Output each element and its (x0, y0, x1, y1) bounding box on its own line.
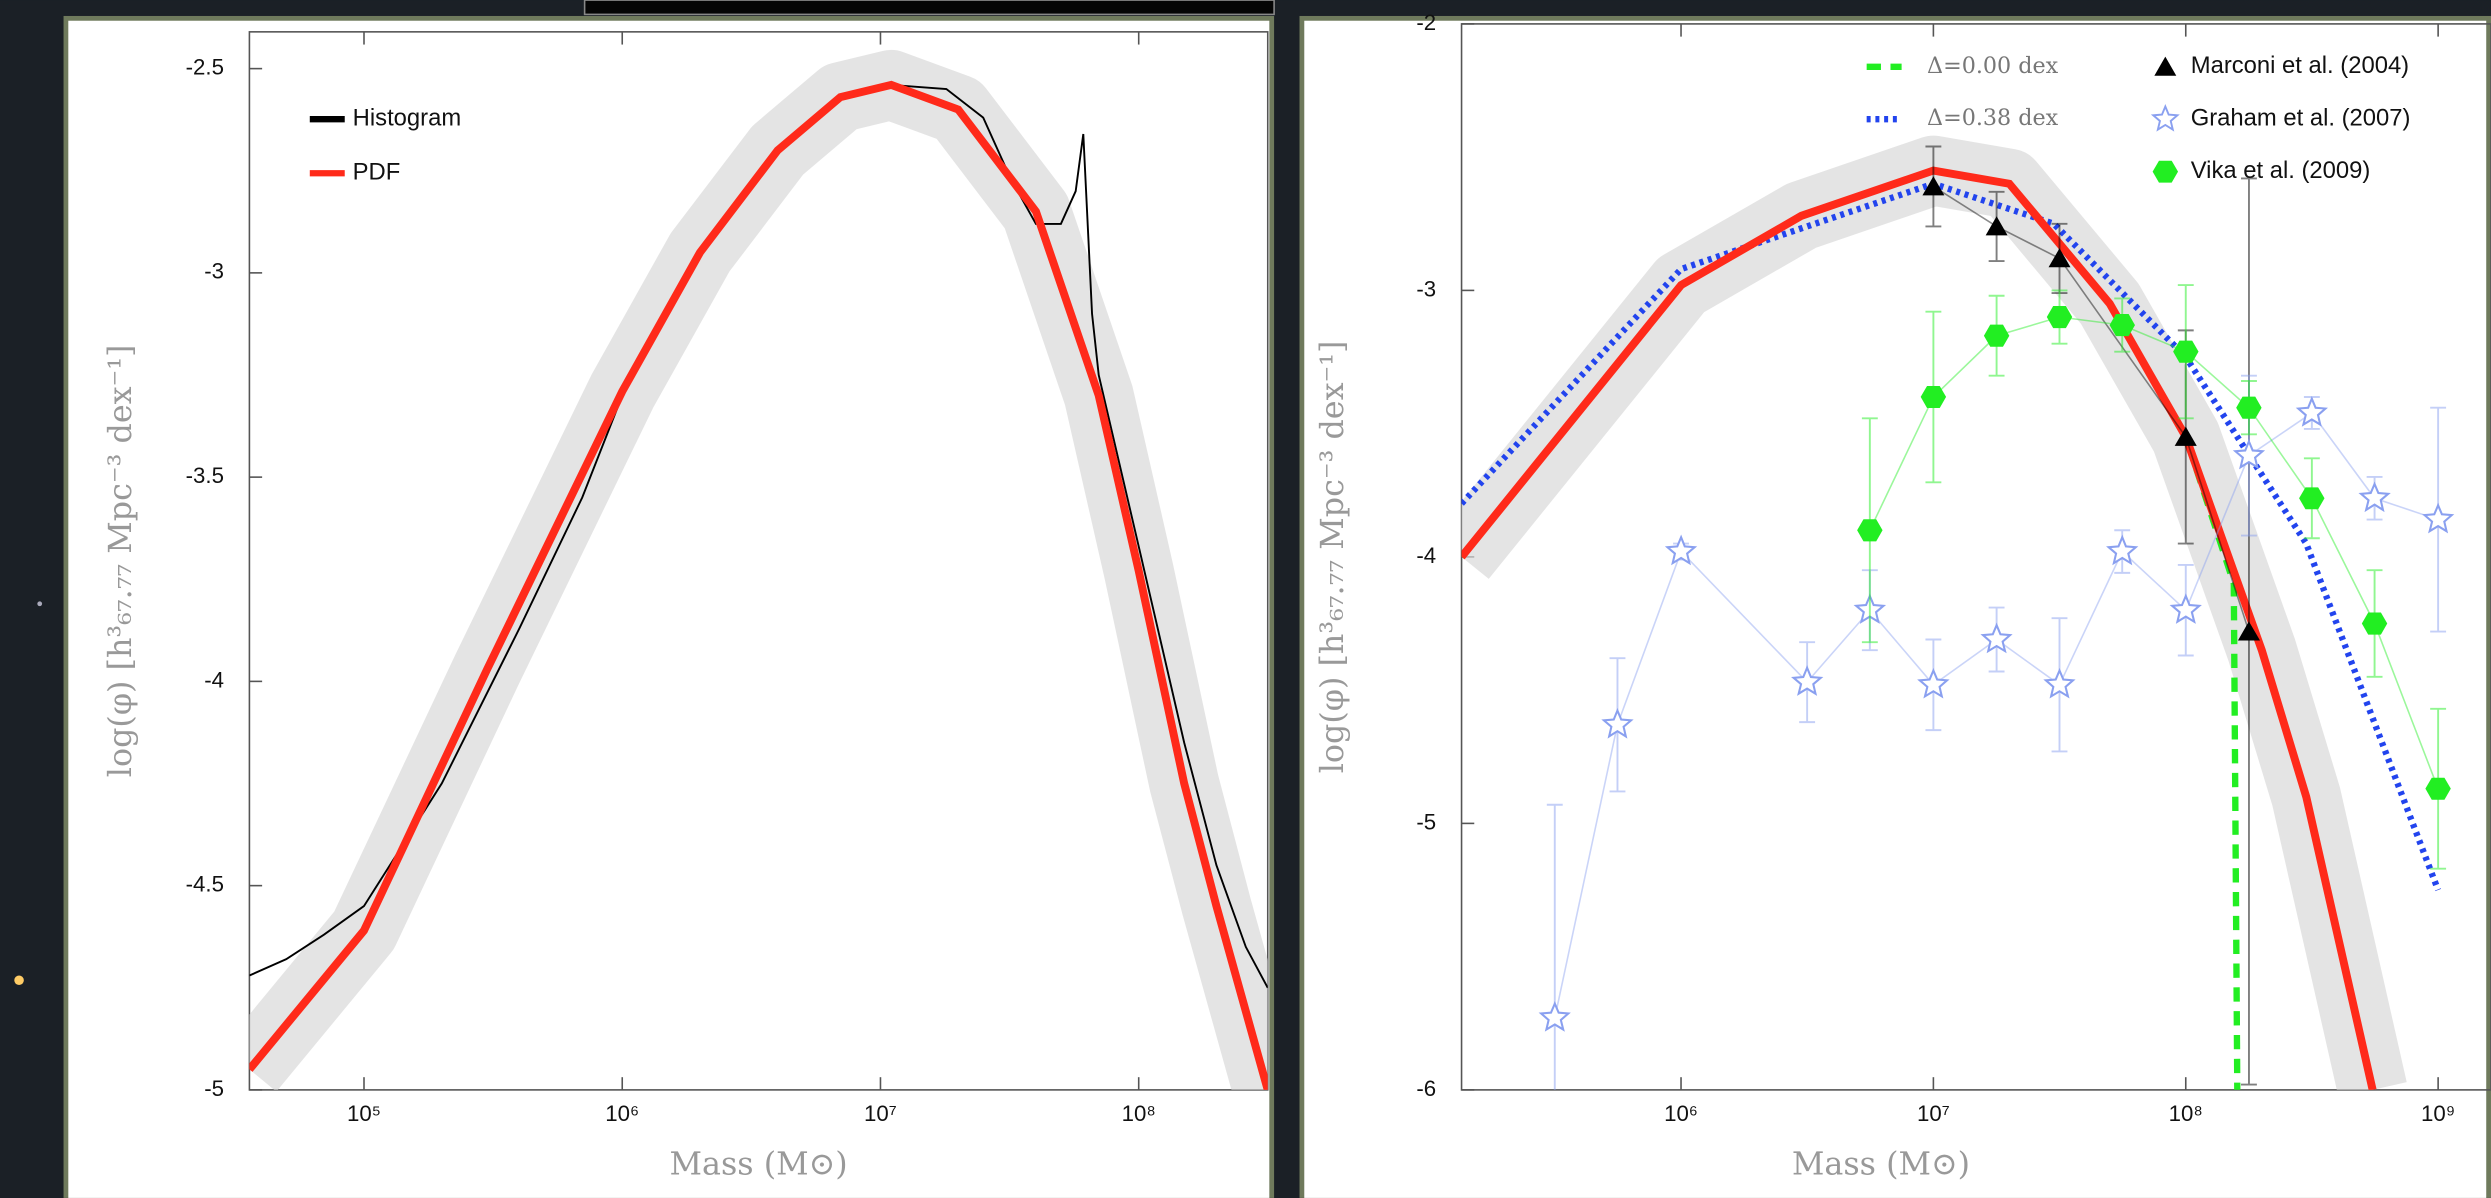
panel-background (68, 20, 1270, 1198)
legend-label: Vika et al. (2009) (2191, 157, 2371, 184)
y-tick-label: -5 (1416, 809, 1436, 834)
marker (1664, 534, 1698, 566)
y-tick-label: -6 (1416, 1076, 1436, 1101)
x-tick-label: 10⁵ (347, 1101, 381, 1126)
y-tick-label: -4 (1416, 543, 1436, 568)
marker (1601, 707, 1634, 739)
y-tick-label: -4 (204, 667, 224, 692)
y-tick-label: -5 (204, 1076, 224, 1101)
y-tick-label: -3.5 (186, 463, 224, 488)
chart-panel: -2 -3 -4 -5 -6 10⁶ 10⁷ 10⁸ 10⁹ Mass (M⊙) log(φ) [h… (1299, 10, 2491, 1198)
y-axis-label: log(φ) [h³₆₇.₇₇ Mpc⁻³ dex⁻¹] (103, 345, 139, 778)
legend-label: Histogram (353, 105, 462, 132)
star (37, 601, 43, 607)
legend-marker (2150, 104, 2180, 132)
y-axis-label: log(φ) [h³₆₇.₇₇ Mpc⁻³ dex⁻¹] (1315, 341, 1351, 774)
marker (2173, 340, 2199, 363)
plot-area (249, 49, 1268, 1090)
x-tick-label: 10⁶ (605, 1101, 639, 1126)
marker (1983, 324, 2010, 347)
marker (2109, 313, 2135, 337)
marker (1980, 622, 2013, 654)
connector-line (1554, 411, 2439, 1019)
marker (1917, 667, 1950, 699)
marker (2043, 667, 2076, 699)
y-tick-label: -3 (1416, 276, 1436, 301)
connector-line (1869, 316, 2439, 789)
marker (2232, 438, 2266, 470)
legend-label: Δ=0.38 dex (1927, 105, 2059, 131)
marker (2237, 621, 2261, 641)
x-tick-label: 10⁷ (1917, 1101, 1950, 1126)
marker (2236, 396, 2262, 419)
marker (2422, 502, 2455, 534)
x-tick-label: 10⁷ (864, 1101, 897, 1126)
marker (2358, 481, 2391, 513)
marker (2048, 248, 2071, 268)
x-tick-label: 10⁶ (1664, 1101, 1698, 1126)
marker (2169, 593, 2202, 624)
chart-panel: -2.5 -3 -3.5 -4 -4.5 -5 10⁵ 10⁶ 10⁷ 10⁸ Mass (M⊙) l… (63, 15, 1275, 1198)
plot-frame (248, 31, 1269, 1091)
marker (2299, 487, 2325, 510)
plot-area (1461, 135, 2455, 1090)
marker (2425, 777, 2451, 800)
legend-label: PDF (353, 159, 401, 186)
y-tick-label: -4.5 (186, 872, 224, 897)
marker (2361, 612, 2388, 635)
legend-marker (2152, 160, 2179, 183)
marker (1920, 385, 1947, 409)
marker (1985, 216, 2008, 236)
marker (2106, 534, 2139, 566)
x-tick-label: 10⁹ (2421, 1101, 2455, 1126)
series-line (249, 83, 1268, 989)
y-tick-label: -2.5 (186, 54, 224, 79)
legend-label: Marconi et al. (2004) (2191, 52, 2409, 79)
x-tick-label: 10⁸ (2169, 1101, 2203, 1126)
marker (1857, 519, 1883, 542)
marker (1922, 176, 1945, 196)
marker (2174, 426, 2197, 446)
x-axis-label: Mass (M⊙) (1792, 1147, 1970, 1183)
y-tick-label: -2 (1416, 10, 1436, 35)
legend-label: Δ=0.00 dex (1927, 53, 2059, 79)
series-line (249, 80, 1268, 1090)
header-bar (583, 0, 1275, 16)
marker (1791, 665, 1824, 696)
y-tick-label: -3 (204, 259, 224, 284)
marker (1538, 1000, 1571, 1032)
legend-label: Graham et al. (2007) (2191, 105, 2411, 132)
star (14, 975, 24, 986)
legend-marker (2154, 56, 2177, 76)
marker (2295, 395, 2328, 427)
marker (2046, 306, 2073, 329)
x-axis-label: Mass (M⊙) (670, 1147, 848, 1183)
x-tick-label: 10⁸ (1122, 1101, 1156, 1126)
